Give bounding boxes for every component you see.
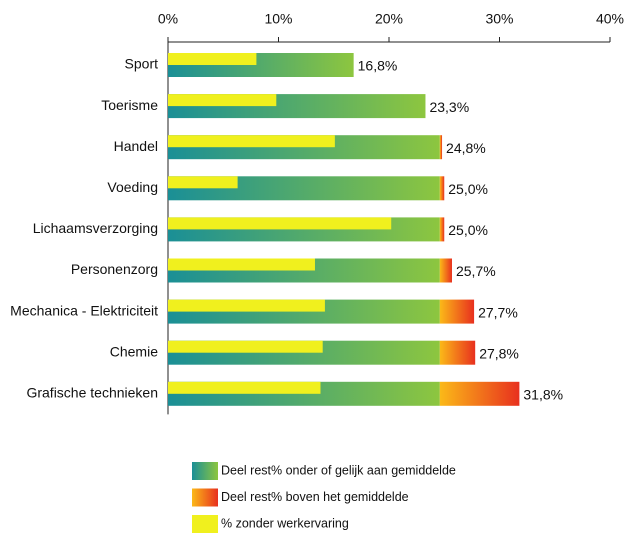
value-label: 25,0% [448,181,488,197]
legend-label: % zonder werkervaring [221,516,349,530]
y-tick-label: Handel [114,138,158,154]
bar-overlay [168,217,392,230]
bar-overlay [168,135,335,148]
x-tick-label: 20% [375,11,403,27]
value-label: 16,8% [358,58,398,74]
value-label: 24,8% [446,140,486,156]
x-tick-label: 30% [485,11,513,27]
legend-swatch [192,462,218,480]
value-label: 31,8% [523,387,563,403]
legend-swatch [192,515,218,533]
y-tick-label: Toerisme [101,97,158,113]
bar-overlay [168,340,323,353]
legend-label: Deel rest% boven het gemiddelde [221,490,409,504]
bar-overlay [168,53,257,65]
y-tick-label: Lichaamsverzorging [33,220,158,236]
bar-segment [439,299,475,324]
y-tick-label: Chemie [110,343,158,359]
bar-overlay [168,381,321,394]
x-tick-label: 40% [596,11,624,27]
bar-segment [439,135,443,160]
y-tick-label: Voeding [107,179,158,195]
x-tick-label: 10% [264,11,292,27]
bar-segment [439,258,452,283]
y-tick-label: Mechanica - Elektriciteit [10,302,158,318]
value-label: 25,7% [456,263,496,279]
bar-overlay [168,258,315,271]
y-tick-label: Personenzorg [71,261,158,277]
value-label: 27,7% [478,304,518,320]
y-tick-label: Sport [125,56,159,72]
bar-segment [439,381,520,406]
x-tick-label: 0% [158,11,178,27]
bar-segment [439,217,445,242]
bar-segment [439,176,445,201]
y-tick-label: Grafische technieken [26,385,158,401]
bar-segment [439,340,476,365]
value-label: 27,8% [479,345,519,361]
legend-swatch [192,488,218,507]
bar-overlay [168,94,277,107]
bar-overlay [168,176,238,189]
value-label: 25,0% [448,222,488,238]
value-label: 23,3% [429,99,469,115]
bar-overlay [168,299,325,312]
legend-label: Deel rest% onder of gelijk aan gemiddeld… [221,463,456,477]
